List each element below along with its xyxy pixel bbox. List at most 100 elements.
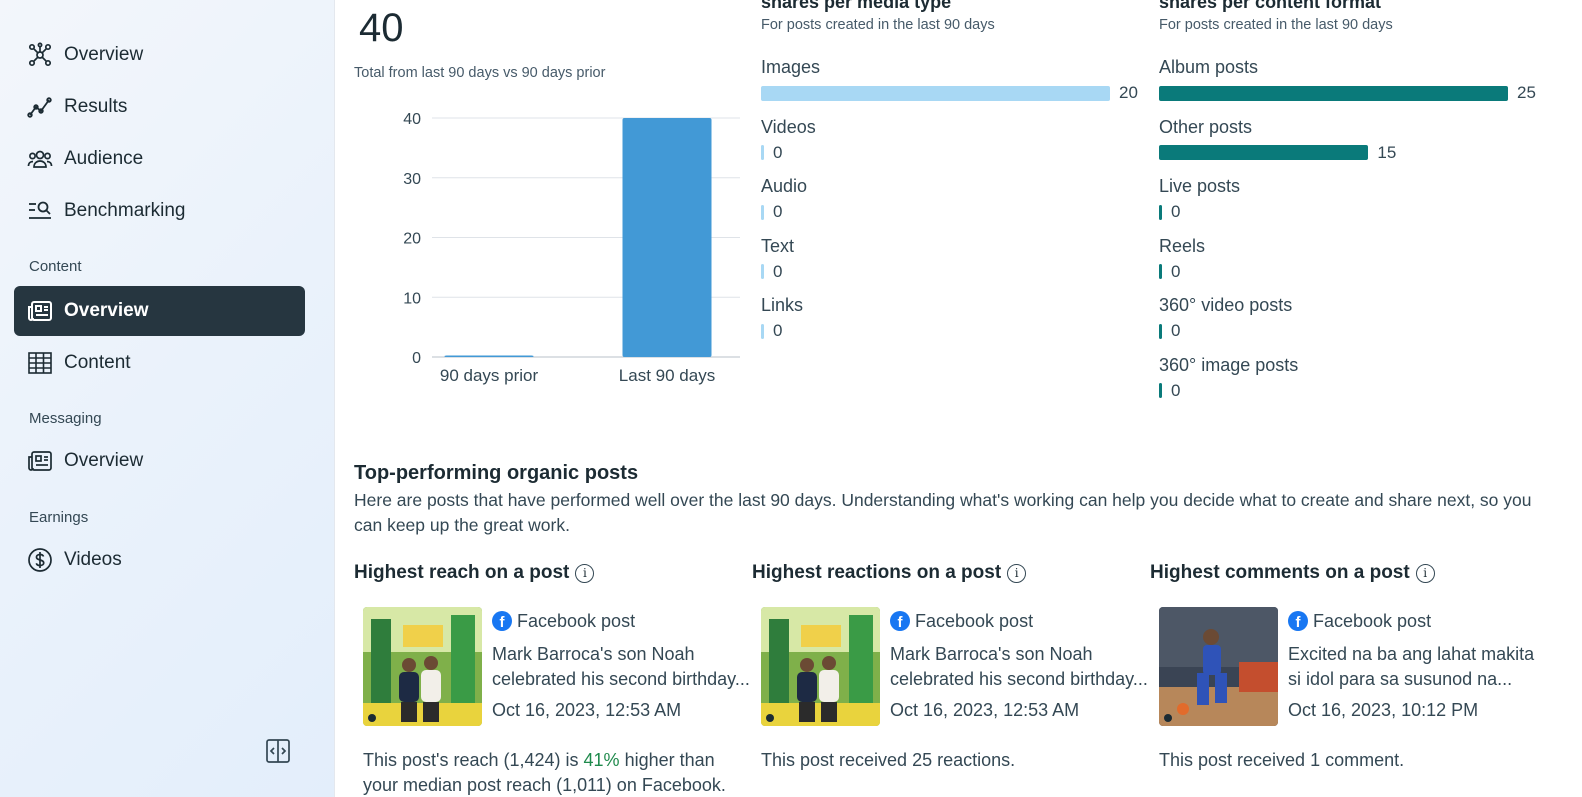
card-title-text: Highest comments on a post [1150, 562, 1410, 583]
sidebar-item-label: Results [64, 96, 128, 117]
info-icon[interactable]: i [1415, 563, 1435, 583]
post-date: Oct 16, 2023, 10:12 PM [1288, 700, 1479, 720]
hbar-label: Videos [761, 116, 816, 137]
newspaper-icon [27, 448, 53, 474]
hbar [1159, 85, 1508, 101]
x-tick-label: Last 90 days [619, 366, 715, 385]
hbar-value: 0 [1171, 321, 1181, 340]
sidebar-item-audience[interactable]: Audience [14, 134, 305, 184]
hbar-row: Audio 0 [761, 176, 1141, 226]
shares-comparison-chart: 40 30 20 10 0 90 days prior Last 90 days [403, 111, 740, 385]
main-content: 40 Total from last 90 days vs 90 days pr… [335, 0, 1582, 797]
hbar-label: Other posts [1159, 116, 1253, 137]
sidebar-item-videos[interactable]: Videos [14, 535, 305, 585]
shares-total-subtitle: Total from last 90 days vs 90 days prior [354, 65, 606, 81]
hbar-value: 0 [1171, 380, 1181, 400]
sidebar-item-overview[interactable]: Overview [14, 30, 305, 80]
hbar [761, 85, 1110, 101]
hbar-value: 15 [1377, 142, 1397, 162]
hbar-value: 0 [773, 261, 783, 281]
post-type: Facebook post [915, 610, 1034, 631]
shares-total-value: 40 [359, 6, 404, 50]
hbar-value: 0 [1171, 202, 1181, 221]
hbar [761, 145, 764, 160]
hbar-row: Links 0 [761, 295, 1141, 345]
post-thumbnail[interactable] [1159, 607, 1278, 726]
hbar-row: Live posts 0 [1159, 176, 1559, 226]
hbar-row: Album posts 25 [1159, 57, 1559, 107]
facebook-icon: f [890, 611, 910, 631]
hbar-row: Other posts 15 [1159, 117, 1559, 167]
hbar-value: 0 [1171, 261, 1181, 281]
sidebar-item-results[interactable]: Results [14, 82, 305, 132]
hbar-value: 25 [1517, 83, 1536, 102]
post-meta: f Facebook post Mark Barroca's son Noah c… [492, 608, 752, 721]
dollar-icon [27, 547, 53, 573]
content-format-panel: shares per content format For posts crea… [1159, 0, 1559, 420]
hbar-label: Text [761, 235, 795, 256]
hbar-value: 20 [1119, 83, 1138, 102]
hbar-label: Links [761, 295, 804, 315]
people-icon [27, 146, 53, 172]
post-text[interactable]: Excited na ba ang lahat makita si idol p… [1288, 644, 1535, 689]
hbar [1159, 264, 1162, 279]
hbar [1159, 383, 1162, 398]
sidebar-item-benchmarking[interactable]: Benchmarking [14, 186, 305, 236]
top-posts-title: Top-performing organic posts [354, 462, 639, 484]
section-heading-content: Content [29, 258, 82, 275]
hbar [1159, 323, 1162, 339]
post-thumbnail[interactable] [363, 607, 482, 726]
hbar [1159, 145, 1369, 160]
bar [444, 355, 534, 357]
y-tick-label: 40 [403, 111, 421, 128]
hbar-value: 0 [773, 202, 783, 221]
hbar-row: Videos 0 [761, 117, 1141, 167]
insight-text: This post's reach (1,424) is [363, 750, 584, 770]
section-heading-messaging: Messaging [29, 410, 102, 427]
post-insight: This post received 1 comment. [1159, 750, 1405, 770]
post-type: Facebook post [517, 610, 636, 631]
post-insight: This post's reach (1,424) is 41% higher … [363, 748, 748, 797]
table-icon [27, 350, 53, 376]
post-meta: f Facebook post Mark Barroca's son Noah c… [890, 608, 1150, 721]
hbar [761, 264, 764, 279]
facebook-icon: f [1288, 611, 1308, 631]
newspaper-icon [27, 298, 53, 324]
post-text[interactable]: Mark Barroca's son Noah celebrated his s… [890, 644, 1148, 689]
y-tick-label: 0 [412, 350, 421, 367]
panel-subtitle: For posts created in the last 90 days [761, 17, 995, 33]
media-type-panel: shares per media type For posts created … [761, 0, 1141, 420]
hbar-value: 0 [773, 321, 783, 340]
facebook-icon: f [492, 611, 512, 631]
post-type: Facebook post [1313, 610, 1432, 631]
hbar-value: 0 [773, 142, 783, 162]
panel-title: shares per content format [1159, 0, 1382, 12]
y-tick-label: 10 [403, 290, 421, 307]
post-thumbnail[interactable] [761, 607, 880, 726]
bar [622, 118, 712, 357]
sidebar-item-label: Videos [64, 549, 122, 570]
x-tick-label: 90 days prior [440, 366, 539, 385]
panel-title: shares per media type [761, 0, 952, 12]
sidebar: Overview Results Audience Benchmarking C… [0, 0, 335, 797]
hbar-label: Album posts [1159, 57, 1259, 77]
post-date: Oct 16, 2023, 12:53 AM [492, 700, 682, 720]
info-icon[interactable]: i [575, 563, 595, 583]
hbar [1159, 204, 1162, 220]
card-title-reactions: Highest reactions on a post i [752, 562, 1027, 584]
hbar [761, 204, 764, 220]
insight-text: higher than your median post reach (1,01… [363, 750, 726, 795]
hbar-label: 360° image posts [1159, 354, 1299, 375]
collapse-sidebar-icon[interactable] [265, 738, 291, 764]
sidebar-item-content-overview[interactable]: Overview [14, 286, 305, 336]
panel-subtitle: For posts created in the last 90 days [1159, 17, 1393, 33]
card-title-reach: Highest reach on a post i [354, 562, 595, 584]
card-title-text: Highest reach on a post [354, 562, 570, 583]
sidebar-item-content[interactable]: Content [14, 338, 305, 388]
network-icon [27, 42, 53, 68]
info-icon[interactable]: i [1007, 563, 1027, 583]
sidebar-item-label: Content [64, 352, 131, 373]
post-text[interactable]: Mark Barroca's son Noah celebrated his s… [492, 644, 750, 689]
section-heading-earnings: Earnings [29, 509, 89, 526]
sidebar-item-messaging-overview[interactable]: Overview [14, 436, 305, 486]
